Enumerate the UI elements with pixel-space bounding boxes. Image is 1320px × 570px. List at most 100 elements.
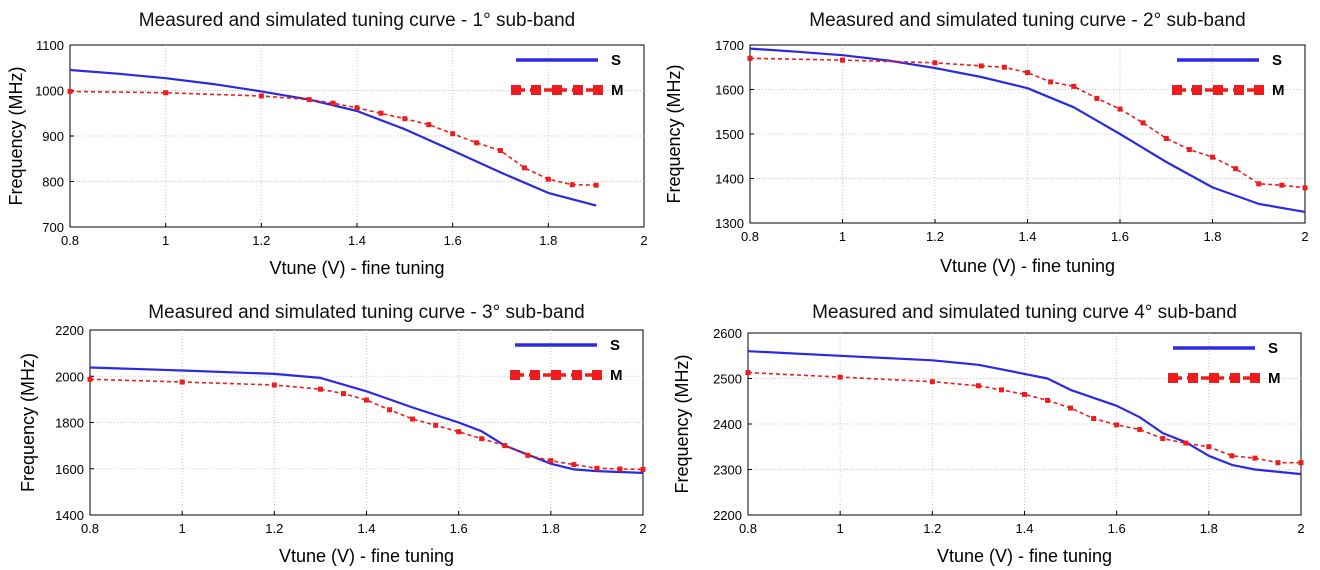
series-M-point: [840, 57, 845, 63]
y-tick-label: 2000: [55, 369, 84, 384]
series-M-point: [1114, 422, 1120, 428]
series-M-point: [502, 443, 508, 449]
x-tick-label: 1.6: [1111, 229, 1129, 244]
series-M-point: [364, 397, 369, 403]
x-tick-label: 1.8: [1200, 521, 1218, 536]
y-tick-label: 700: [42, 220, 64, 235]
series-M-point: [1025, 70, 1030, 76]
legend-M-marker: [1250, 373, 1260, 383]
legend-M-marker: [1230, 373, 1240, 383]
series-M-point: [67, 88, 73, 94]
y-tick-label: 800: [42, 175, 64, 190]
tuning-curve-chart-1: Measured and simulated tuning curve - 1°…: [6, 10, 648, 278]
series-M-point: [87, 376, 93, 382]
y-tick-label: 2500: [713, 372, 742, 387]
series-M-point: [1183, 440, 1189, 446]
x-tick-label: 1.2: [265, 521, 283, 536]
legend-M-marker: [551, 370, 561, 380]
legend-M-marker: [531, 85, 541, 95]
series-M-point: [1137, 426, 1143, 432]
y-tick-label: 1500: [715, 127, 744, 142]
legend-M-marker: [1172, 85, 1182, 95]
legend-M-marker: [1209, 373, 1219, 383]
series-M-point: [410, 416, 416, 422]
series-M-point: [258, 93, 264, 99]
series-M-point: [525, 452, 531, 458]
series-M-point: [640, 466, 646, 472]
series-M-point: [978, 63, 984, 69]
y-tick-label: 1800: [55, 416, 84, 431]
series-M-point: [1048, 79, 1054, 85]
chart-title: Measured and simulated tuning curve - 2°…: [809, 10, 1245, 31]
series-M-point: [179, 379, 185, 385]
legend-M-marker: [530, 370, 540, 380]
series-M-point: [433, 422, 439, 428]
y-axis-label: Frequency (MHz): [672, 354, 692, 493]
x-tick-label: 1.4: [348, 233, 366, 248]
x-tick-label: 1: [837, 521, 844, 536]
y-tick-label: 2200: [55, 323, 84, 338]
tuning-curve-chart-3: Measured and simulated tuning curve - 3°…: [18, 302, 647, 566]
y-tick-label: 1400: [55, 508, 84, 523]
series-M-point: [163, 90, 169, 96]
chart-panel-2: Measured and simulated tuning curve - 2°…: [660, 0, 1320, 285]
legend-M-marker: [510, 370, 520, 380]
legend-M-marker: [573, 85, 583, 95]
series-M-point: [340, 391, 346, 397]
series-M-point: [1160, 436, 1166, 442]
legend-M-marker: [1213, 85, 1223, 95]
legend-S-label: S: [1268, 340, 1278, 357]
legend-M-marker: [511, 85, 521, 95]
series-M-point: [1091, 416, 1097, 422]
series-M-point: [837, 374, 843, 380]
series-M-point: [1140, 120, 1146, 126]
x-tick-label: 1.8: [539, 233, 557, 248]
series-M-point: [330, 100, 336, 106]
series-M-point: [747, 55, 753, 61]
series-M-point: [617, 466, 623, 472]
legend-M-marker: [572, 370, 582, 380]
x-tick-label: 1.4: [1015, 521, 1033, 536]
x-tick-label: 0.8: [81, 521, 99, 536]
y-tick-label: 2600: [713, 326, 742, 341]
series-M-point: [387, 407, 393, 413]
series-S-line: [89, 366, 644, 474]
series-M-point: [975, 383, 981, 389]
legend-S-label: S: [610, 337, 620, 354]
series-M-point: [450, 131, 456, 137]
series-M-point: [456, 429, 462, 435]
series-M-point: [521, 165, 527, 171]
x-tick-label: 2: [639, 521, 646, 536]
series-S-line: [747, 350, 1302, 476]
series-M-line: [749, 57, 1306, 189]
y-tick-label: 1400: [715, 172, 744, 187]
series-M-point: [1117, 106, 1123, 112]
chart-title: Measured and simulated tuning curve - 1°…: [139, 10, 575, 31]
x-tick-label: 1.4: [1018, 229, 1036, 244]
x-tick-label: 0.8: [741, 229, 759, 244]
series-M-point: [594, 465, 600, 471]
chart-panel-1: Measured and simulated tuning curve - 1°…: [0, 0, 660, 285]
legend-S-label: S: [1272, 52, 1282, 69]
series-M-point: [1275, 460, 1281, 466]
y-tick-label: 1000: [35, 84, 64, 99]
y-tick-label: 1100: [36, 38, 64, 53]
series-M-point: [317, 386, 323, 392]
tuning-curve-chart-4: Measured and simulated tuning curve 4° s…: [672, 302, 1305, 566]
series-S-line: [749, 47, 1306, 213]
y-tick-label: 2300: [713, 463, 742, 478]
series-M-point: [1163, 135, 1169, 141]
x-tick-label: 0.8: [61, 233, 79, 248]
series-M-point: [1298, 460, 1304, 466]
legend-M-marker: [1168, 373, 1178, 383]
series-M-point: [1071, 83, 1077, 89]
series-M-point: [745, 370, 751, 376]
series-M-point: [545, 176, 551, 182]
series-M-point: [402, 116, 408, 122]
x-tick-label: 1.2: [926, 229, 944, 244]
y-tick-label: 1600: [715, 83, 744, 98]
series-M-point: [1045, 397, 1051, 403]
series-M-point: [498, 148, 503, 154]
x-tick-label: 2: [1301, 229, 1308, 244]
series-M-point: [1186, 147, 1192, 153]
